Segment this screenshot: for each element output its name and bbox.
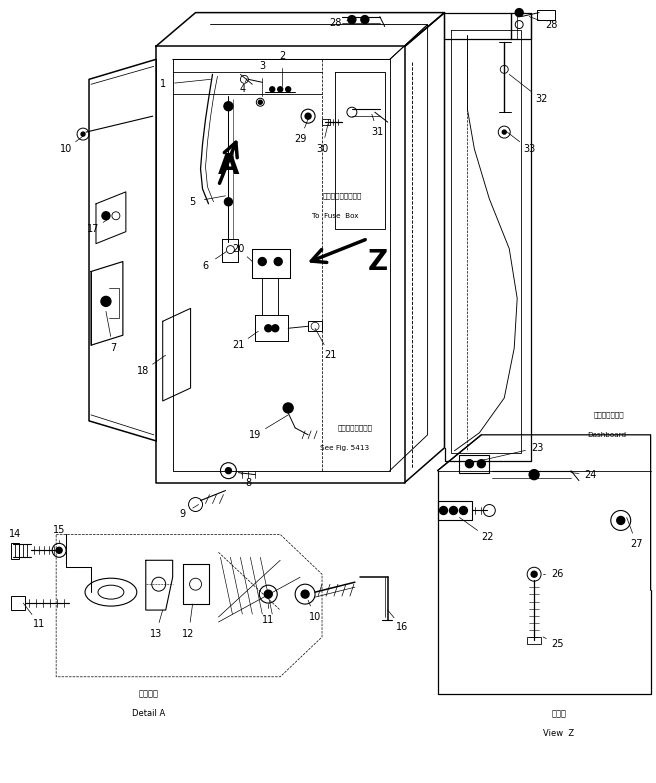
Text: 16: 16: [396, 622, 408, 632]
Text: 18: 18: [136, 366, 149, 376]
Text: 24: 24: [584, 470, 597, 480]
Circle shape: [277, 87, 283, 92]
FancyBboxPatch shape: [308, 321, 322, 331]
Text: 5: 5: [190, 197, 195, 207]
Circle shape: [305, 114, 311, 119]
Circle shape: [272, 325, 279, 332]
Text: 6: 6: [203, 261, 209, 271]
Text: 31: 31: [372, 127, 384, 137]
Text: 17: 17: [87, 224, 99, 233]
Text: 32: 32: [535, 94, 547, 104]
Text: 第５４１３図参照: 第５４１３図参照: [337, 424, 373, 431]
Text: 7: 7: [110, 343, 116, 353]
Text: Dashboard: Dashboard: [587, 431, 626, 438]
FancyBboxPatch shape: [11, 543, 19, 559]
Text: 15: 15: [53, 525, 66, 536]
Text: 10: 10: [309, 612, 321, 622]
Text: A: A: [218, 152, 239, 180]
Circle shape: [81, 132, 85, 136]
Circle shape: [348, 16, 356, 23]
FancyBboxPatch shape: [537, 9, 555, 20]
Text: 1: 1: [159, 79, 166, 89]
Text: Ａ　詳細: Ａ 詳細: [139, 689, 159, 698]
Text: 23: 23: [531, 442, 543, 453]
Text: 22: 22: [481, 532, 493, 543]
Text: 12: 12: [182, 629, 195, 639]
Circle shape: [529, 470, 539, 480]
Text: ヒューズボックスへ: ヒューズボックスへ: [322, 193, 361, 199]
Text: 21: 21: [232, 340, 245, 350]
Text: 20: 20: [232, 244, 245, 254]
Circle shape: [283, 403, 293, 413]
Circle shape: [224, 198, 232, 206]
Text: 27: 27: [630, 539, 643, 550]
Text: 4: 4: [239, 85, 245, 94]
Text: 3: 3: [259, 61, 265, 71]
Text: 19: 19: [249, 430, 262, 440]
Text: Detail A: Detail A: [132, 709, 165, 718]
Circle shape: [502, 130, 506, 134]
Circle shape: [258, 100, 262, 104]
Text: View  Z: View Z: [543, 729, 575, 738]
Circle shape: [301, 590, 309, 598]
Text: To  Fuse  Box: To Fuse Box: [312, 213, 358, 218]
Text: 28: 28: [329, 17, 341, 27]
Circle shape: [617, 517, 625, 525]
Text: 8: 8: [245, 478, 251, 488]
Text: 25: 25: [551, 639, 564, 649]
FancyBboxPatch shape: [459, 455, 489, 473]
FancyBboxPatch shape: [438, 500, 472, 521]
Text: 21: 21: [324, 350, 336, 360]
FancyBboxPatch shape: [322, 119, 330, 125]
Text: ダッシュボード: ダッシュボード: [594, 412, 624, 418]
Circle shape: [274, 258, 282, 265]
Circle shape: [224, 102, 233, 110]
Ellipse shape: [85, 578, 137, 606]
Circle shape: [515, 9, 523, 16]
Text: 29: 29: [294, 134, 306, 144]
Text: 30: 30: [316, 144, 328, 154]
Circle shape: [101, 297, 111, 306]
Text: 11: 11: [262, 615, 274, 625]
Text: 9: 9: [180, 510, 186, 519]
Text: 14: 14: [9, 529, 22, 539]
Circle shape: [226, 467, 232, 474]
Text: 28: 28: [545, 20, 557, 30]
Circle shape: [270, 87, 275, 92]
Text: 26: 26: [551, 569, 564, 579]
Circle shape: [264, 590, 272, 598]
Text: 10: 10: [60, 144, 72, 154]
Text: 2: 2: [279, 52, 285, 61]
Text: 33: 33: [523, 144, 535, 154]
FancyBboxPatch shape: [527, 637, 541, 644]
Circle shape: [440, 507, 447, 514]
Text: Ｚ　視: Ｚ 視: [552, 709, 567, 718]
Circle shape: [56, 547, 62, 554]
FancyBboxPatch shape: [11, 596, 26, 610]
Text: 13: 13: [150, 629, 162, 639]
Circle shape: [361, 16, 369, 23]
Circle shape: [459, 507, 468, 514]
Circle shape: [258, 258, 266, 265]
Text: Z: Z: [368, 247, 388, 276]
Circle shape: [531, 572, 537, 577]
Text: See Fig. 5413: See Fig. 5413: [320, 445, 369, 451]
Text: 11: 11: [33, 619, 45, 629]
Circle shape: [285, 87, 291, 92]
Circle shape: [478, 460, 485, 467]
Circle shape: [449, 507, 457, 514]
Ellipse shape: [98, 585, 124, 599]
Circle shape: [265, 325, 272, 332]
Circle shape: [102, 211, 110, 220]
Circle shape: [465, 460, 474, 467]
